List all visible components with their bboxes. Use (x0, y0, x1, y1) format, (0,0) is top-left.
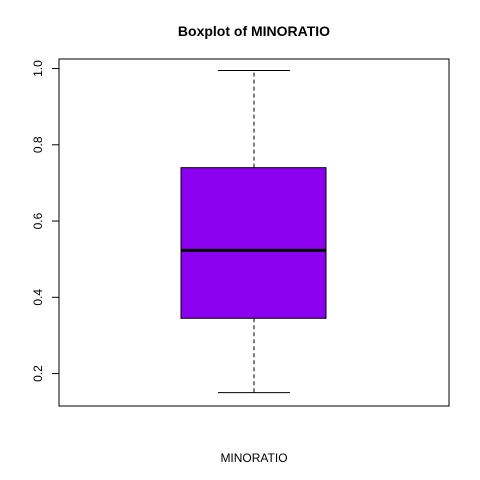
iqr-box (180, 167, 327, 319)
y-tick-label: 0.4 (31, 289, 45, 306)
chart-title: Boxplot of MINORATIO (178, 23, 330, 39)
x-axis-label: MINORATIO (220, 451, 287, 465)
box-group (180, 69, 327, 394)
y-tick-label: 0.8 (31, 136, 45, 153)
y-tick-label: 0.6 (31, 212, 45, 229)
y-tick-label: 0.2 (31, 365, 45, 382)
y-ticks: 0.2 0.4 0.6 0.8 1.0 (31, 60, 59, 382)
y-tick-label: 1.0 (31, 60, 45, 77)
